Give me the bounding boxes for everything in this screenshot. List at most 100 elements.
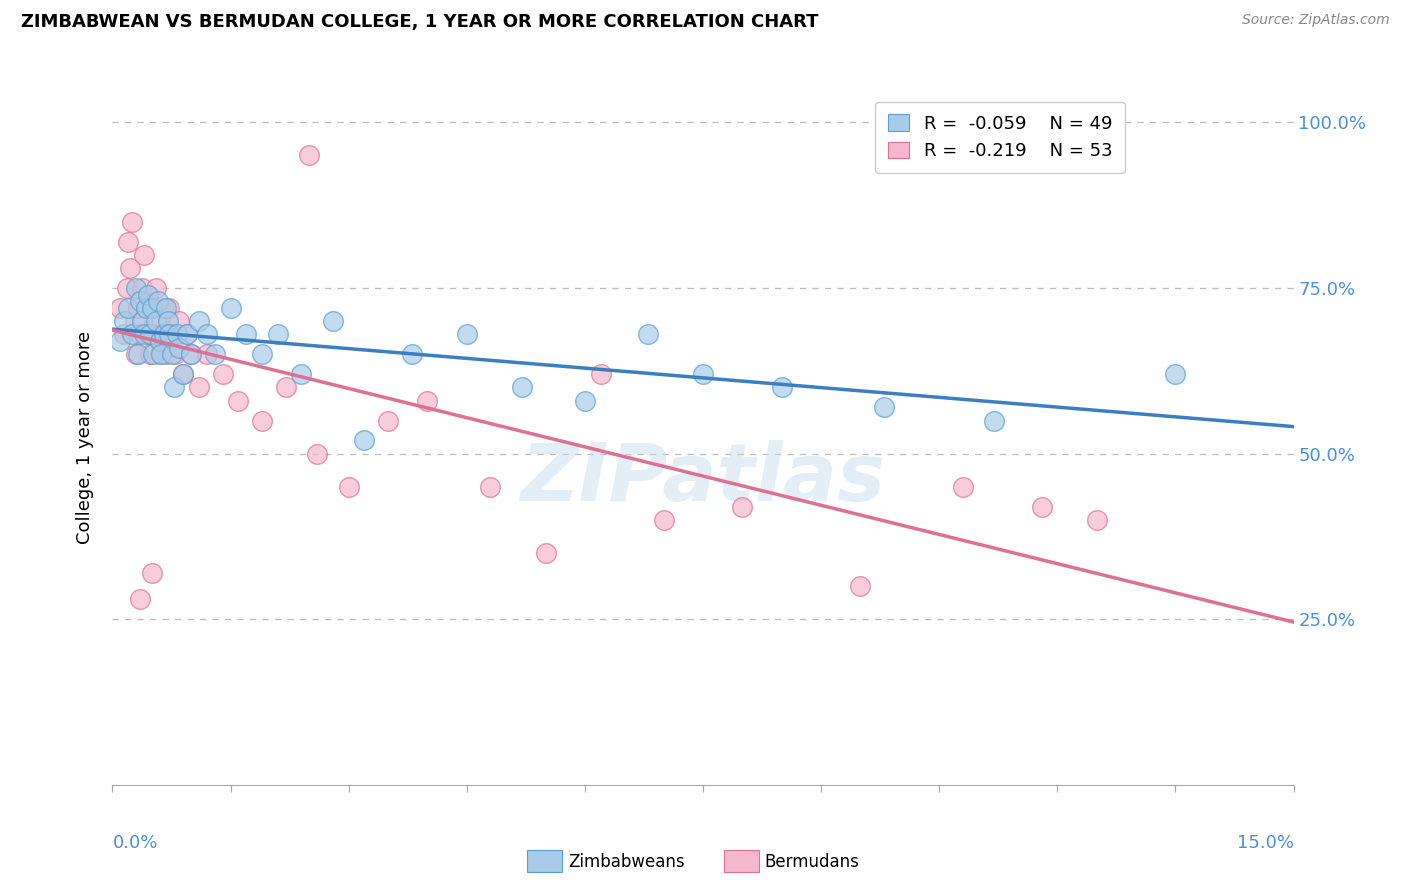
Point — [692, 367, 714, 381]
Point — [322, 314, 344, 328]
Point — [169, 341, 191, 355]
Point — [274, 380, 297, 394]
Point — [176, 327, 198, 342]
Point — [129, 294, 152, 309]
Point — [1031, 500, 1053, 514]
Point — [180, 347, 202, 361]
Point — [135, 301, 157, 315]
Point — [152, 301, 174, 315]
Point — [652, 513, 675, 527]
Point — [156, 314, 179, 328]
Point — [150, 347, 173, 361]
Point — [141, 301, 163, 315]
Point — [131, 314, 153, 328]
Point — [172, 367, 194, 381]
Point — [307, 447, 329, 461]
Point — [176, 327, 198, 342]
Point — [510, 380, 533, 394]
Point — [112, 327, 135, 342]
Point — [132, 327, 155, 342]
Point — [873, 401, 896, 415]
Point — [1085, 513, 1108, 527]
Point — [290, 367, 312, 381]
Point — [165, 347, 187, 361]
Point — [163, 380, 186, 394]
Point — [250, 347, 273, 361]
Point — [160, 327, 183, 342]
Point — [146, 314, 169, 328]
Point — [156, 327, 179, 342]
Point — [155, 347, 177, 361]
Point — [157, 301, 180, 315]
Point — [139, 327, 162, 342]
Point — [145, 314, 167, 328]
Point — [145, 281, 167, 295]
Point — [142, 347, 165, 361]
Text: Source: ZipAtlas.com: Source: ZipAtlas.com — [1241, 13, 1389, 28]
Point — [172, 367, 194, 381]
Point — [160, 347, 183, 361]
Point — [267, 327, 290, 342]
Point — [166, 327, 188, 342]
Point — [118, 261, 141, 276]
Point — [180, 347, 202, 361]
Point — [1164, 367, 1187, 381]
Point — [456, 327, 478, 342]
Point — [211, 367, 233, 381]
Point — [574, 393, 596, 408]
Point — [124, 314, 146, 328]
Point — [637, 327, 659, 342]
Point — [125, 281, 148, 295]
Point — [152, 327, 174, 342]
Point — [169, 314, 191, 328]
Point — [127, 347, 149, 361]
Point — [117, 235, 139, 249]
Point — [534, 546, 557, 560]
Point — [219, 301, 242, 315]
Point — [115, 281, 138, 295]
Point — [149, 334, 172, 348]
Text: Bermudans: Bermudans — [765, 853, 859, 871]
Legend: R =  -0.059    N = 49, R =  -0.219    N = 53: R = -0.059 N = 49, R = -0.219 N = 53 — [875, 102, 1125, 172]
Point — [952, 480, 974, 494]
Point — [136, 327, 159, 342]
Point — [136, 287, 159, 301]
Y-axis label: College, 1 year or more: College, 1 year or more — [76, 331, 94, 543]
Point — [149, 347, 172, 361]
Point — [195, 347, 218, 361]
Point — [188, 380, 211, 394]
Point — [139, 347, 162, 361]
Point — [235, 327, 257, 342]
Point — [129, 327, 152, 342]
Point — [141, 301, 163, 315]
Point — [127, 301, 149, 315]
Text: 0.0%: 0.0% — [112, 834, 157, 852]
Point — [337, 480, 360, 494]
Point — [416, 393, 439, 408]
Point — [131, 281, 153, 295]
Point — [121, 215, 143, 229]
Text: ZIPatlas: ZIPatlas — [520, 440, 886, 518]
Point — [141, 566, 163, 580]
Point — [125, 347, 148, 361]
Point — [770, 380, 793, 394]
Point — [132, 248, 155, 262]
Point — [983, 413, 1005, 427]
Text: 15.0%: 15.0% — [1236, 834, 1294, 852]
Point — [150, 327, 173, 342]
Point — [228, 393, 250, 408]
Point — [157, 327, 180, 342]
Point — [479, 480, 502, 494]
Point — [155, 301, 177, 315]
Point — [731, 500, 754, 514]
Point — [204, 347, 226, 361]
Point — [121, 327, 143, 342]
Point — [195, 327, 218, 342]
Point — [135, 301, 157, 315]
Point — [849, 579, 872, 593]
Point — [589, 367, 612, 381]
Text: Zimbabweans: Zimbabweans — [568, 853, 685, 871]
Point — [112, 314, 135, 328]
Point — [298, 148, 321, 162]
Point — [250, 413, 273, 427]
